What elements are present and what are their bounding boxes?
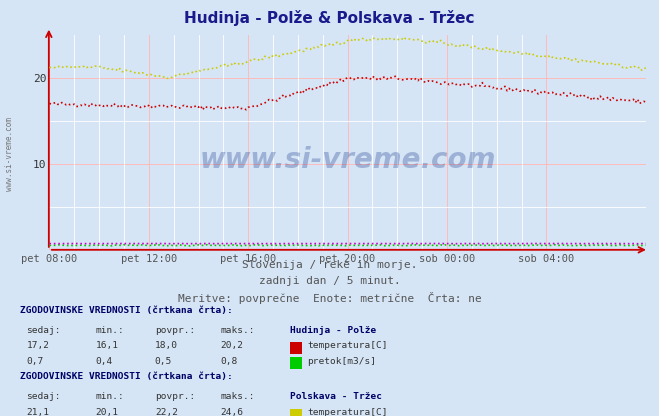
Text: 17,2: 17,2: [26, 341, 49, 350]
Text: 0,5: 0,5: [155, 357, 172, 366]
Text: maks.:: maks.:: [221, 326, 255, 335]
Text: 22,2: 22,2: [155, 408, 178, 416]
Text: 18,0: 18,0: [155, 341, 178, 350]
Text: www.si-vreme.com: www.si-vreme.com: [5, 117, 14, 191]
Text: 16,1: 16,1: [96, 341, 119, 350]
Text: Meritve: povprečne  Enote: metrične  Črta: ne: Meritve: povprečne Enote: metrične Črta:…: [178, 292, 481, 304]
Text: Hudinja - Polže: Hudinja - Polže: [290, 326, 376, 335]
Text: zadnji dan / 5 minut.: zadnji dan / 5 minut.: [258, 276, 401, 286]
Text: povpr.:: povpr.:: [155, 392, 195, 401]
Text: Hudinja - Polže & Polskava - Tržec: Hudinja - Polže & Polskava - Tržec: [185, 10, 474, 26]
Text: Polskava - Tržec: Polskava - Tržec: [290, 392, 382, 401]
Text: 20,1: 20,1: [96, 408, 119, 416]
Text: sedaj:: sedaj:: [26, 326, 61, 335]
Text: www.si-vreme.com: www.si-vreme.com: [200, 146, 496, 173]
Text: 21,1: 21,1: [26, 408, 49, 416]
Text: ZGODOVINSKE VREDNOSTI (črtkana črta):: ZGODOVINSKE VREDNOSTI (črtkana črta):: [20, 372, 233, 381]
Text: ZGODOVINSKE VREDNOSTI (črtkana črta):: ZGODOVINSKE VREDNOSTI (črtkana črta):: [20, 306, 233, 315]
Text: min.:: min.:: [96, 326, 125, 335]
Text: temperatura[C]: temperatura[C]: [307, 341, 387, 350]
Text: maks.:: maks.:: [221, 392, 255, 401]
Text: 20,2: 20,2: [221, 341, 244, 350]
Text: 0,4: 0,4: [96, 357, 113, 366]
Text: 24,6: 24,6: [221, 408, 244, 416]
Text: 0,7: 0,7: [26, 357, 43, 366]
Text: 0,8: 0,8: [221, 357, 238, 366]
Text: povpr.:: povpr.:: [155, 326, 195, 335]
Text: Slovenija / reke in morje.: Slovenija / reke in morje.: [242, 260, 417, 270]
Text: min.:: min.:: [96, 392, 125, 401]
Text: temperatura[C]: temperatura[C]: [307, 408, 387, 416]
Text: sedaj:: sedaj:: [26, 392, 61, 401]
Text: pretok[m3/s]: pretok[m3/s]: [307, 357, 376, 366]
